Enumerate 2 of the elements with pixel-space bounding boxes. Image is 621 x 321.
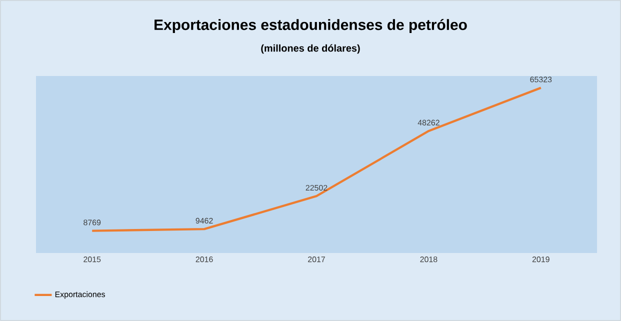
- chart-title: Exportaciones estadounidenses de petróleo: [154, 18, 467, 34]
- chart-subtitle: (millones de dólares): [261, 44, 360, 54]
